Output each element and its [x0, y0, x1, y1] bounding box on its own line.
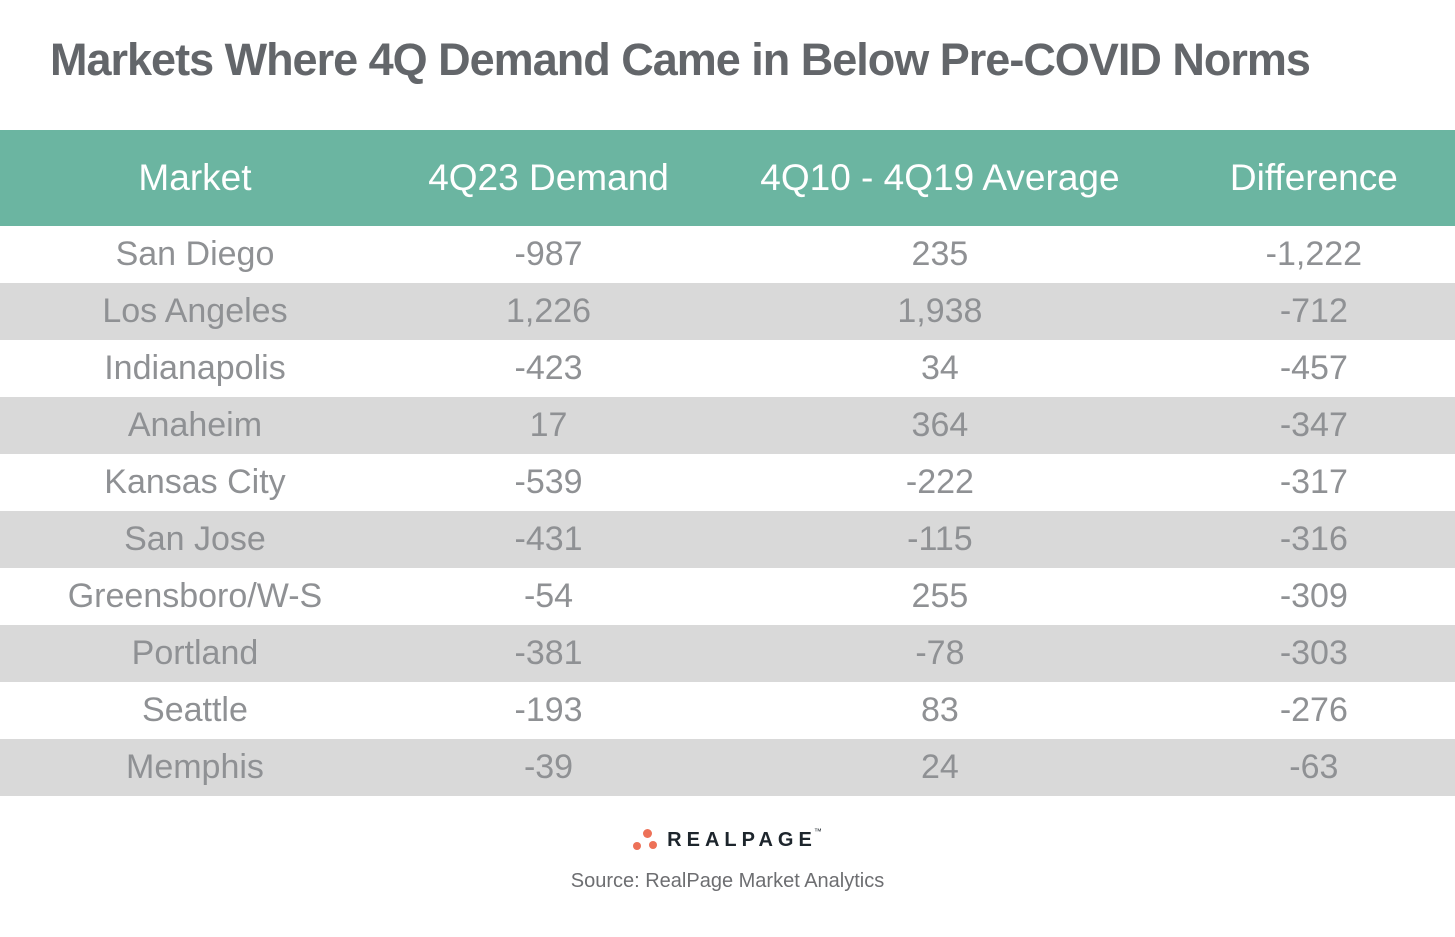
cell-average-4q10-4q19: 34	[921, 349, 959, 387]
table-row: San Diego -987 235 -1,222	[0, 226, 1455, 283]
cell-demand-4q23: -987	[514, 235, 583, 273]
cell-market: Indianapolis	[104, 349, 286, 387]
cell-average-4q10-4q19: 235	[911, 235, 969, 273]
cell-difference: -316	[1172, 511, 1455, 568]
cell-average-4q10-4q19: 1,938	[707, 283, 1173, 340]
cell-difference: -309	[1279, 577, 1348, 615]
cell-demand-4q23: -193	[514, 691, 583, 729]
cell-average-4q10-4q19: -115	[707, 511, 1173, 568]
cell-demand-4q23: -431	[389, 511, 708, 568]
table-row: Memphis -39 24 -63	[0, 739, 1455, 796]
realpage-dots-icon	[633, 829, 658, 851]
cell-market: Anaheim	[0, 397, 390, 454]
column-header-market: Market	[0, 130, 390, 226]
cell-demand-4q23: -539	[514, 463, 583, 501]
cell-average-4q10-4q19: 255	[911, 577, 969, 615]
table-body: San Diego -987 235 -1,222 Los Angeles 1,226 1,…	[0, 226, 1455, 796]
cell-market: Memphis	[0, 739, 390, 796]
cell-demand-4q23: 17	[389, 397, 708, 454]
cell-difference: -276	[1279, 691, 1348, 729]
cell-average-4q10-4q19: -222	[905, 463, 974, 501]
column-header-difference: Difference	[1172, 130, 1455, 226]
cell-difference: -457	[1279, 349, 1348, 387]
realpage-logo-text: REALPAGE	[667, 828, 817, 851]
page-title: Markets Where 4Q Demand Came in Below Pr…	[50, 34, 1311, 85]
table-row: Portland -381 -78 -303	[0, 625, 1455, 682]
cell-market: San Diego	[115, 235, 275, 273]
cell-demand-4q23: -381	[389, 625, 708, 682]
cell-demand-4q23: -39	[389, 739, 708, 796]
cell-market: Los Angeles	[0, 283, 390, 340]
cell-demand-4q23: -54	[523, 577, 574, 615]
realpage-logo: REALPAGE ™	[633, 823, 822, 857]
table-row: San Jose -431 -115 -316	[0, 511, 1455, 568]
cell-difference: -303	[1172, 625, 1455, 682]
cell-market: Greensboro/W-S	[67, 577, 323, 615]
demand-table: Market 4Q23 Demand 4Q10 - 4Q19 Average D…	[0, 130, 1455, 796]
table-row: Seattle -193 83 -276	[0, 682, 1455, 739]
table-row: Los Angeles 1,226 1,938 -712	[0, 283, 1455, 340]
table-row: Anaheim 17 364 -347	[0, 397, 1455, 454]
cell-market: Seattle	[142, 691, 248, 729]
table-header-row: Market 4Q23 Demand 4Q10 - 4Q19 Average D…	[0, 130, 1455, 226]
table-row: Greensboro/W-S -54 255 -309	[0, 568, 1455, 625]
cell-difference: -1,222	[1265, 235, 1363, 273]
cell-average-4q10-4q19: 83	[921, 691, 959, 729]
cell-demand-4q23: 1,226	[389, 283, 708, 340]
column-header-4q23-demand: 4Q23 Demand	[389, 130, 708, 226]
cell-market: San Jose	[0, 511, 390, 568]
column-header-4q10-4q19-average: 4Q10 - 4Q19 Average	[707, 130, 1173, 226]
cell-average-4q10-4q19: 24	[707, 739, 1173, 796]
cell-difference: -347	[1172, 397, 1455, 454]
cell-difference: -317	[1279, 463, 1348, 501]
trademark-mark: ™	[813, 827, 822, 836]
cell-market: Kansas City	[104, 463, 286, 501]
cell-average-4q10-4q19: -78	[707, 625, 1173, 682]
cell-average-4q10-4q19: 364	[707, 397, 1173, 454]
table-row: Kansas City -539 -222 -317	[0, 454, 1455, 511]
table-row: Indianapolis -423 34 -457	[0, 340, 1455, 397]
footer: REALPAGE ™ Source: RealPage Market Analy…	[0, 823, 1455, 893]
source-attribution: Source: RealPage Market Analytics	[570, 870, 885, 892]
cell-market: Portland	[0, 625, 390, 682]
cell-difference: -63	[1172, 739, 1455, 796]
cell-difference: -712	[1172, 283, 1455, 340]
cell-demand-4q23: -423	[514, 349, 583, 387]
